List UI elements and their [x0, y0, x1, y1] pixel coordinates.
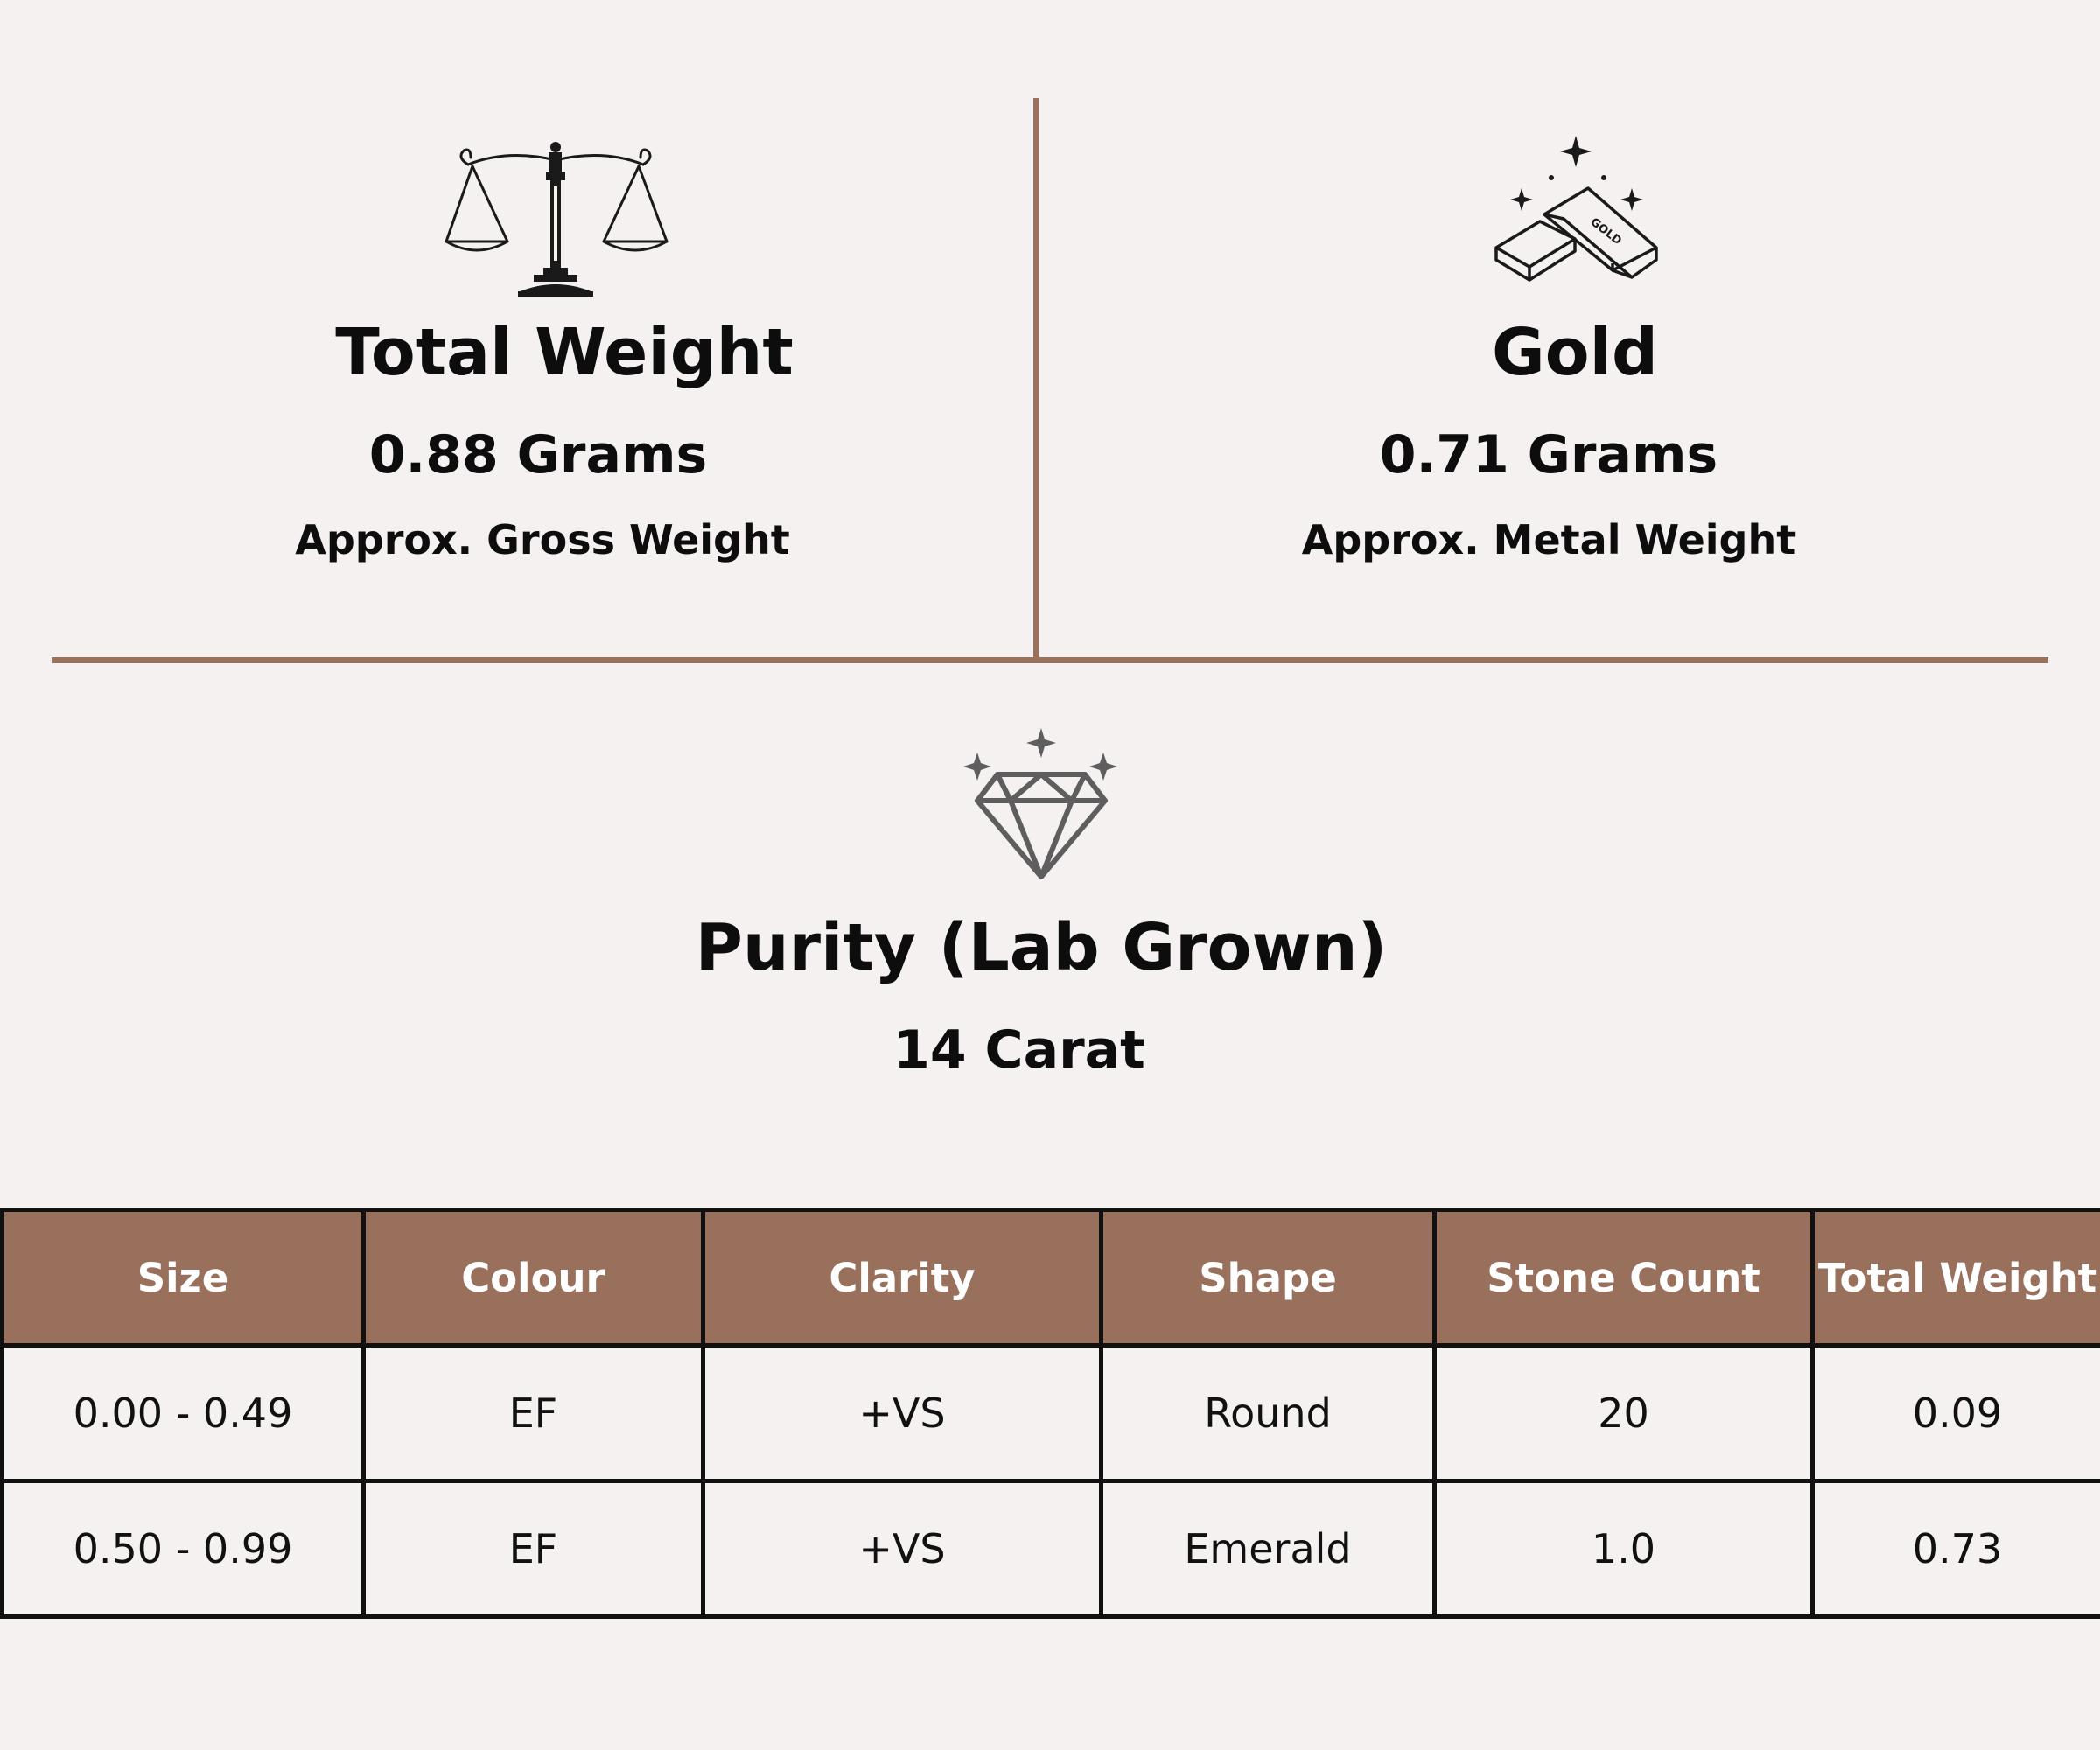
- cell-stone-count: 20: [1432, 1343, 1815, 1483]
- cell-total-weight: 0.09: [1810, 1343, 2100, 1483]
- cell-shape: Emerald: [1099, 1479, 1437, 1619]
- diamond-icon: [963, 728, 1117, 879]
- table-header-row: Size Colour Clarity Shape Stone Count To…: [0, 1208, 2100, 1348]
- cell-size: 0.50 - 0.99: [0, 1479, 366, 1619]
- header-size: Size: [0, 1208, 366, 1348]
- purity-value: 14 Carat: [893, 1019, 1145, 1081]
- total-weight-value: 0.88 Grams: [368, 424, 708, 486]
- cell-colour: EF: [361, 1343, 705, 1483]
- header-colour: Colour: [361, 1208, 705, 1348]
- total-weight-subtitle: Approx. Gross Weight: [295, 516, 790, 564]
- table-row: 0.00 - 0.49 EF +VS Round 20 0.09: [0, 1343, 2100, 1483]
- cell-shape: Round: [1099, 1343, 1437, 1483]
- cell-stone-count: 1.0: [1432, 1479, 1815, 1619]
- cell-clarity: +VS: [701, 1343, 1103, 1483]
- purity-title: Purity (Lab Grown): [695, 910, 1388, 985]
- gold-subtitle: Approx. Metal Weight: [1301, 516, 1796, 564]
- cell-clarity: +VS: [701, 1479, 1103, 1619]
- table-row: 0.50 - 0.99 EF +VS Emerald 1.0 0.73: [0, 1479, 2100, 1619]
- cell-total-weight: 0.73: [1810, 1479, 2100, 1619]
- cell-size: 0.00 - 0.49: [0, 1343, 366, 1483]
- header-stone-count: Stone Count: [1432, 1208, 1815, 1348]
- gold-bars-icon: GOLD: [1494, 136, 1658, 282]
- gold-title: Gold: [1492, 315, 1658, 390]
- header-total-weight: Total Weight: [1810, 1208, 2100, 1348]
- stone-details-table: Size Colour Clarity Shape Stone Count To…: [0, 1208, 2100, 1619]
- vertical-divider: [1033, 98, 1040, 658]
- total-weight-title: Total Weight: [335, 315, 794, 390]
- cell-colour: EF: [361, 1479, 705, 1619]
- gold-value: 0.71 Grams: [1379, 424, 1718, 486]
- header-clarity: Clarity: [701, 1208, 1103, 1348]
- header-shape: Shape: [1099, 1208, 1437, 1348]
- horizontal-divider: [52, 657, 2048, 663]
- balance-scale-icon: [444, 142, 668, 297]
